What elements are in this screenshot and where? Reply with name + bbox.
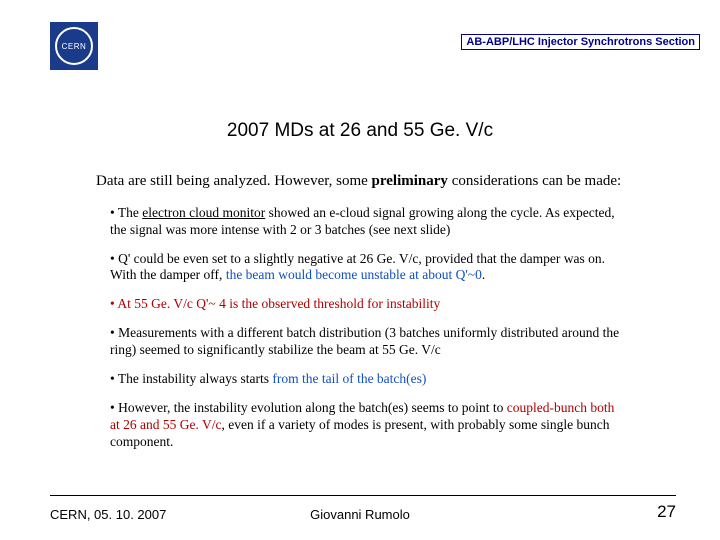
intro-pre: Data are still being analyzed. However, … [96, 173, 372, 189]
bullet-5: • The instability always starts from the… [110, 371, 624, 388]
intro-bold: preliminary [372, 173, 448, 189]
bullet-list: • The electron cloud monitor showed an e… [96, 205, 624, 451]
b5-blue: from the tail of the batch(es) [272, 371, 426, 386]
cern-logo: CERN [50, 22, 98, 70]
intro-post: considerations can be made: [448, 173, 621, 189]
cern-logo-text: CERN [55, 27, 93, 65]
b5-pre: • The instability always starts [110, 371, 272, 386]
b1-pre: • The [110, 205, 142, 220]
bullet-4: • Measurements with a different batch di… [110, 325, 624, 359]
b2-post: . [482, 267, 485, 282]
bullet-6: • However, the instability evolution alo… [110, 400, 624, 451]
footer-left: CERN, 05. 10. 2007 [50, 507, 166, 522]
b2-blue: the beam would become unstable at about … [226, 267, 482, 282]
bullet-2: • Q' could be even set to a slightly neg… [110, 251, 624, 285]
page-number: 27 [657, 502, 676, 522]
footer-center: Giovanni Rumolo [310, 507, 410, 522]
slide-body: Data are still being analyzed. However, … [0, 172, 720, 450]
footer-rule [50, 495, 676, 496]
bullet-3: • At 55 Ge. V/c Q'~ 4 is the observed th… [110, 296, 624, 313]
slide-title: 2007 MDs at 26 and 55 Ge. V/c [0, 120, 720, 142]
slide-header: CERN AB-ABP/LHC Injector Synchrotrons Se… [0, 0, 720, 60]
b6-pre: • However, the instability evolution alo… [110, 400, 507, 415]
slide-footer: CERN, 05. 10. 2007 Giovanni Rumolo 27 [0, 502, 720, 522]
b1-underline: electron cloud monitor [142, 205, 265, 220]
bullet-1: • The electron cloud monitor showed an e… [110, 205, 624, 239]
intro-paragraph: Data are still being analyzed. However, … [96, 172, 624, 191]
section-label-box: AB-ABP/LHC Injector Synchrotrons Section [461, 34, 700, 50]
